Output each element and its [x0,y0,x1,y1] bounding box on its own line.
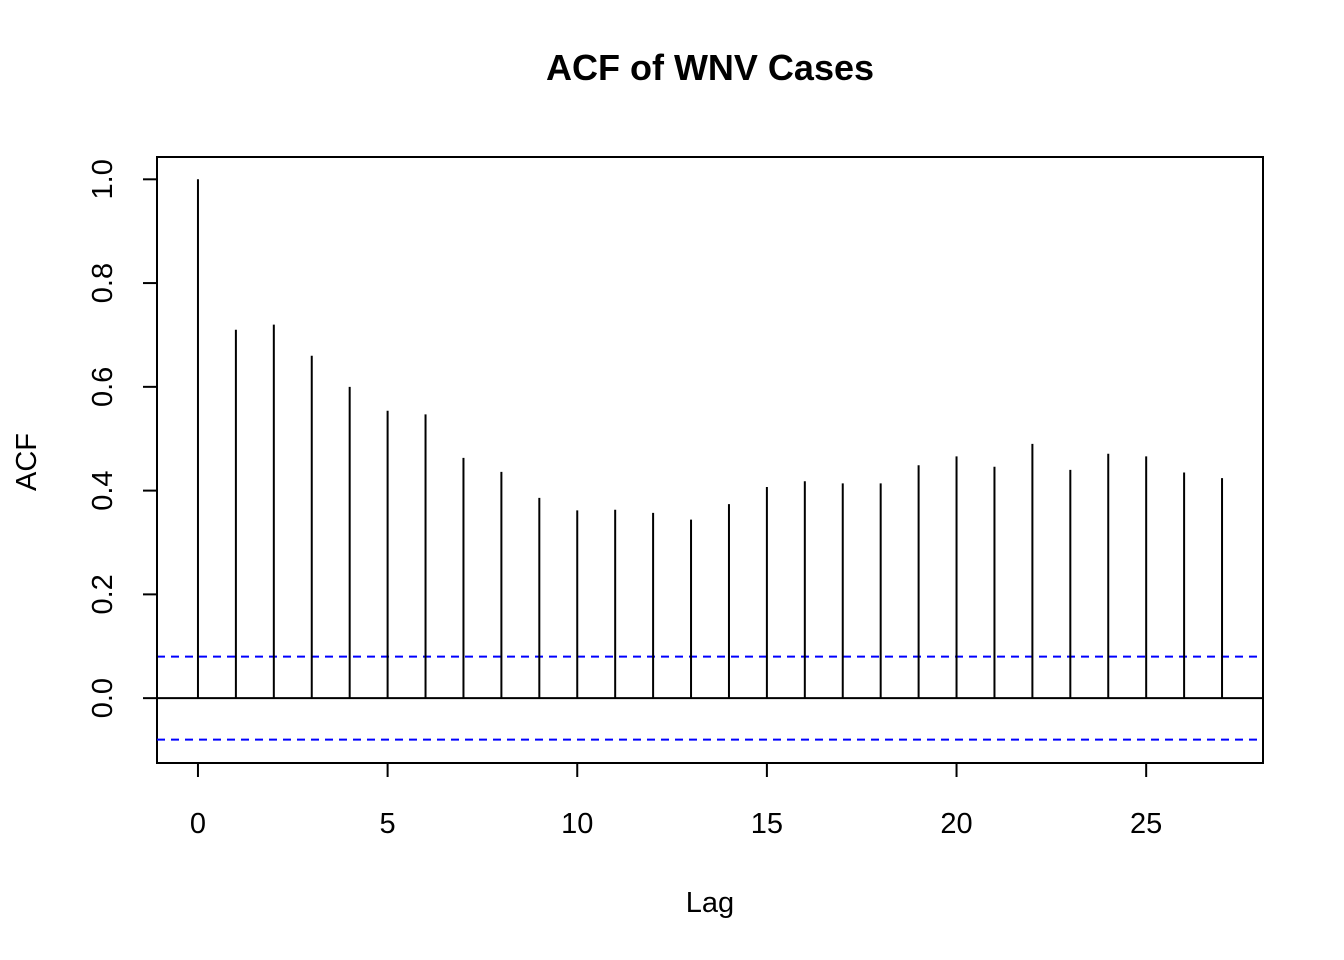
y-tick-label: 0.4 [87,470,119,510]
x-tick-label: 25 [1130,808,1162,840]
y-tick-label: 0.2 [87,574,119,614]
y-tick-label: 1.0 [87,159,119,199]
x-tick-label: 15 [751,808,783,840]
chart-title: ACF of WNV Cases [546,47,874,88]
x-tick-label: 20 [940,808,972,840]
x-axis-label: Lag [686,887,734,919]
x-tick-label: 0 [190,808,206,840]
chart-marks: 0 5 10 15 20 25 0.0 0.2 0.4 0.6 0.8 1.0 [87,159,1263,840]
x-tick-label: 5 [380,808,396,840]
y-tick-label: 0.0 [87,678,119,718]
plot-frame [156,156,1264,764]
y-tick-label: 0.6 [87,367,119,407]
x-tick-label: 10 [561,808,593,840]
y-axis-label: ACF [11,433,43,491]
y-tick-label: 0.8 [87,263,119,303]
